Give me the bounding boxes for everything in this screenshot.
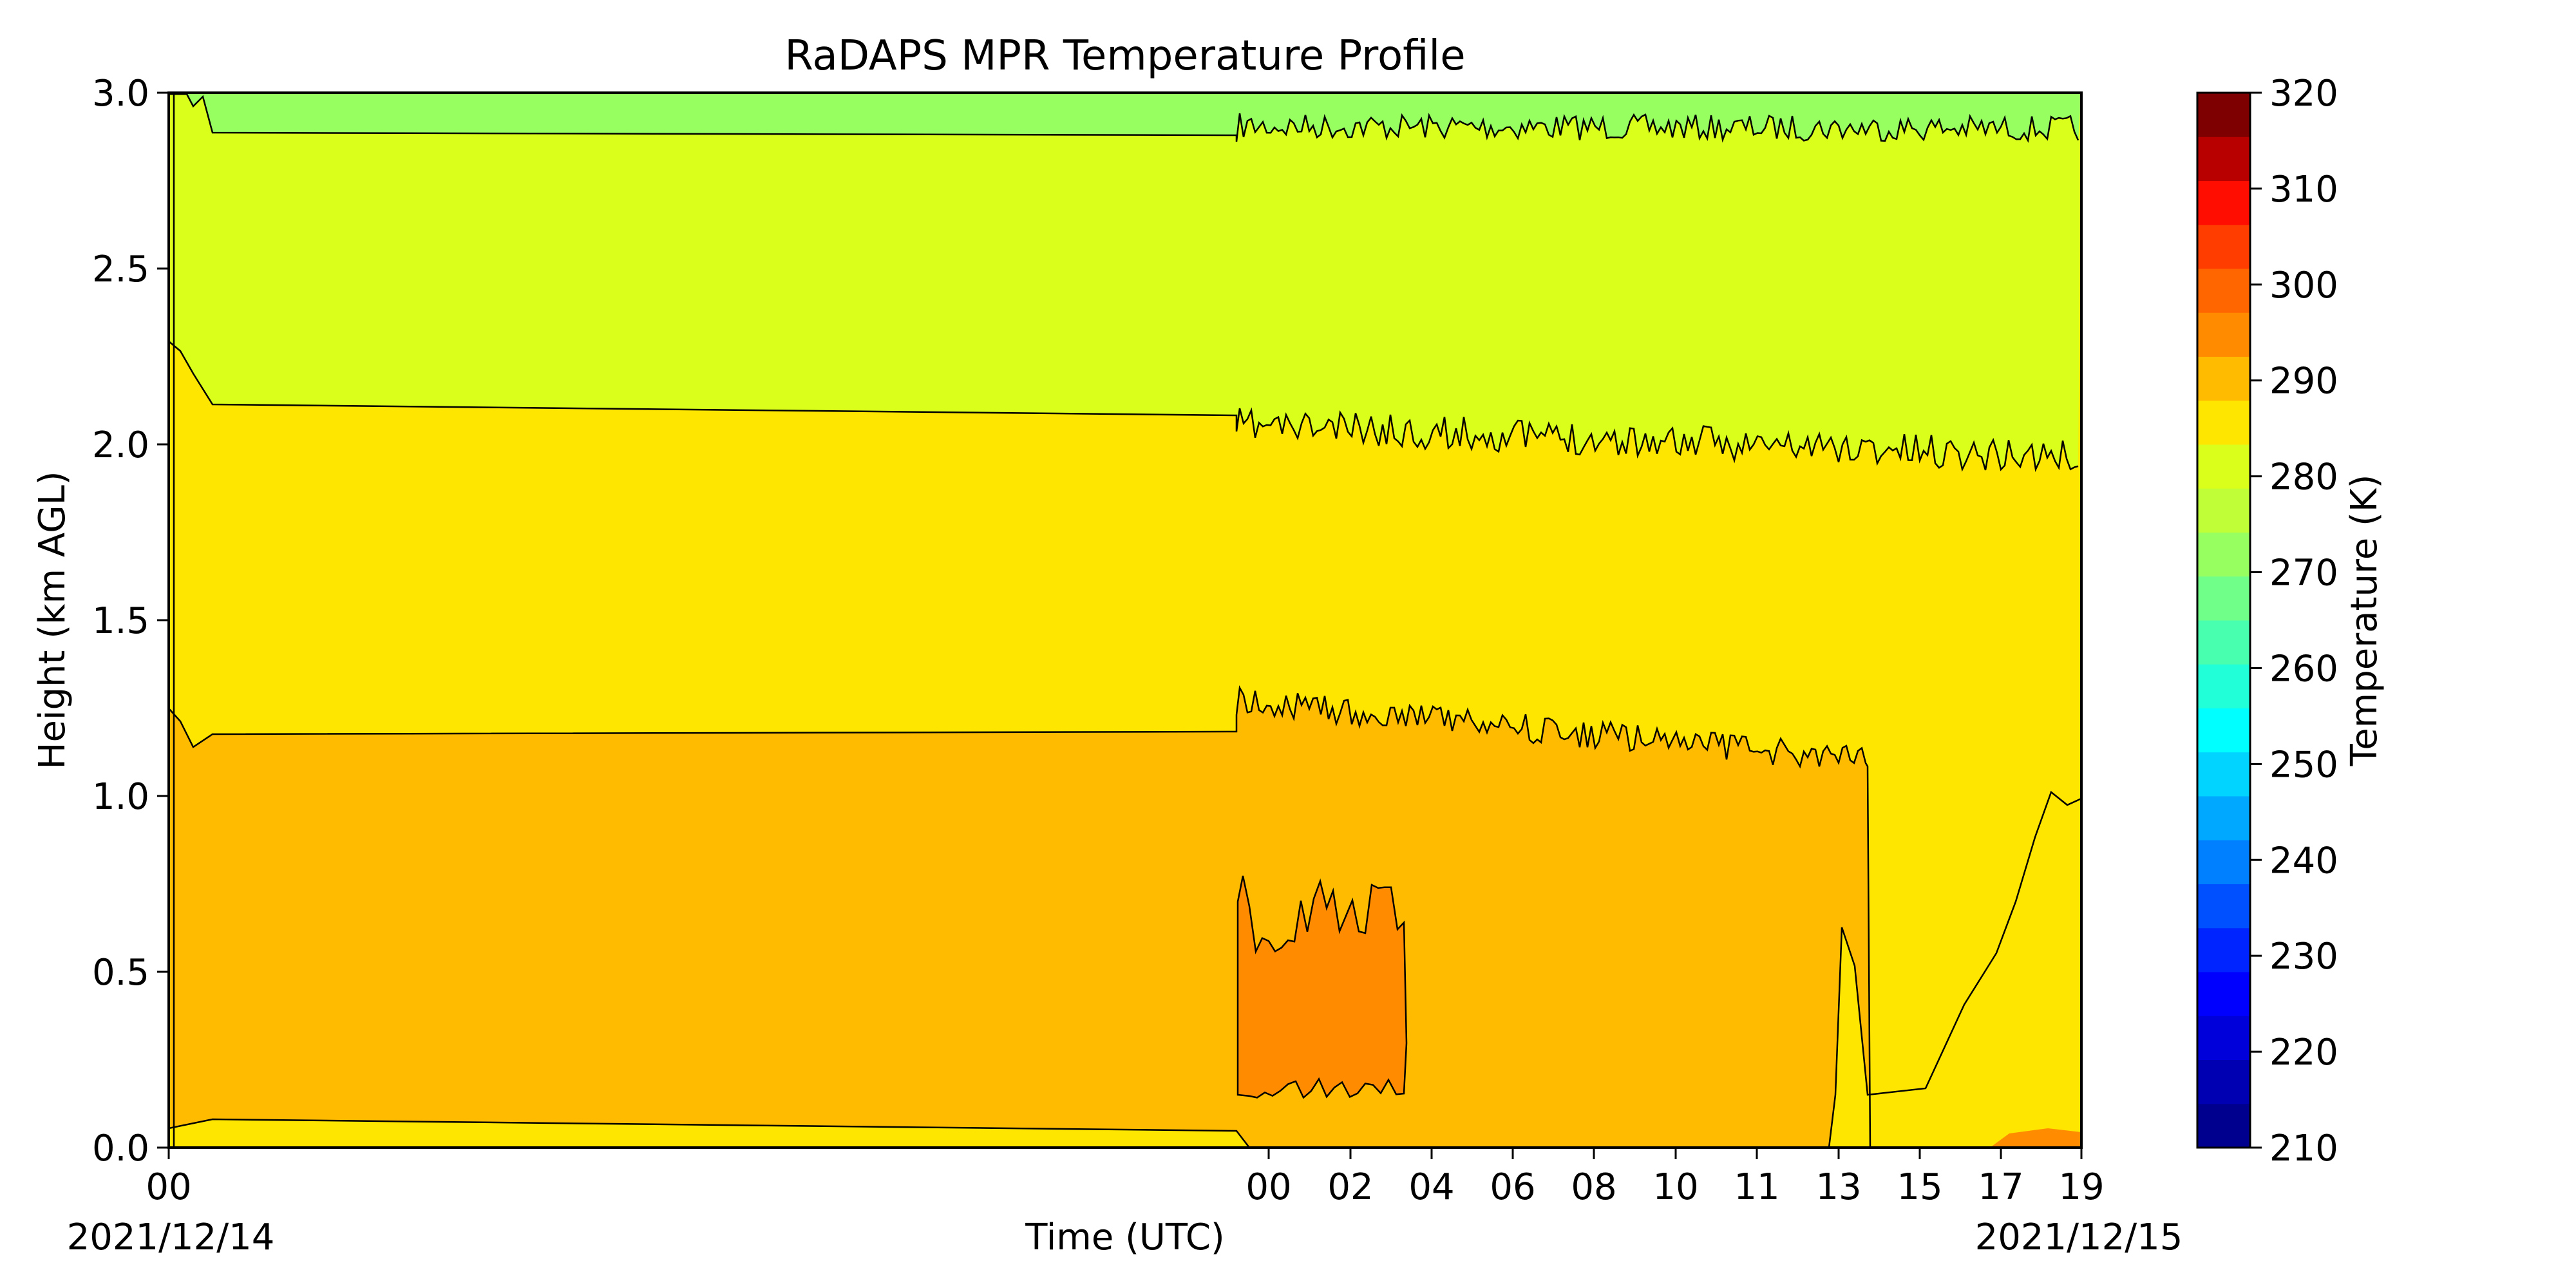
x-tick-label: 02 (1327, 1166, 1373, 1208)
colorbar-swatch (2197, 708, 2250, 753)
x-tick-label: 06 (1490, 1166, 1535, 1208)
colorbar-swatch (2197, 972, 2250, 1016)
colorbar-swatch (2197, 532, 2250, 577)
isotherm-contour (169, 1118, 1250, 1148)
colorbar-swatch (2197, 444, 2250, 489)
x-tick-label: 00 (146, 1166, 191, 1208)
x-tick-label: 13 (1815, 1166, 1861, 1208)
y-tick-label: 1.0 (92, 776, 149, 818)
y-tick-label: 3.0 (92, 73, 149, 115)
x-tick-label: 08 (1571, 1166, 1616, 1208)
colorbar-tick-label: 260 (2269, 648, 2338, 690)
colorbar-tick-label: 270 (2269, 553, 2338, 594)
colorbar-frame (2196, 91, 2251, 1149)
y-tick-label: 0.5 (92, 952, 149, 994)
colorbar-swatch (2197, 93, 2250, 137)
x-tick-label: 17 (1978, 1166, 2023, 1208)
colorbar-swatch (2197, 400, 2250, 445)
colorbar-swatch (2197, 796, 2250, 840)
colorbar-swatch (2197, 488, 2250, 533)
colorbar-tick-label: 210 (2269, 1128, 2338, 1170)
colorbar-tick-label: 230 (2269, 936, 2338, 978)
colorbar-ticks: 210 220 230 240 250 260 270 280 290 300 310 320 (2250, 73, 2338, 1170)
colorbar-swatch (2197, 664, 2250, 708)
colorbar-swatch (2197, 1103, 2250, 1148)
band-285-290-afternoon (1829, 792, 2081, 1148)
x-tick-label: 00 (1245, 1166, 1291, 1208)
end-date-label: 2021/12/15 (1975, 1217, 2183, 1258)
x-axis: 00 00 02 04 06 08 10 11 13 15 17 19 (146, 1148, 2105, 1208)
colorbar-swatch (2197, 620, 2250, 665)
isotherm-contour (1236, 875, 1408, 1099)
colorbar-swatch (2197, 312, 2250, 357)
colorbar-swatch (2197, 752, 2250, 797)
plot-area (169, 93, 2081, 1148)
colorbar-tick-label: 300 (2269, 265, 2338, 307)
contour-lines (169, 93, 2081, 1148)
colorbar-swatch (2197, 1059, 2250, 1104)
isotherm-contour (169, 341, 2079, 472)
y-axis: 0.0 0.5 1.0 1.5 2.0 2.5 3.0 (92, 73, 169, 1170)
band-295-300-evening (1990, 1128, 2081, 1148)
colorbar-swatch (2197, 1016, 2250, 1060)
isotherm-contour (169, 93, 2079, 143)
colorbar-tick-label: 290 (2269, 361, 2338, 402)
colorbar-tick-label: 240 (2269, 840, 2338, 882)
colorbar-tick-label: 280 (2269, 457, 2338, 498)
colorbar-tick-label: 220 (2269, 1032, 2338, 1074)
colorbar-tick-label: 320 (2269, 73, 2338, 115)
x-tick-label: 19 (2058, 1166, 2104, 1208)
chart-title: RaDAPS MPR Temperature Profile (784, 32, 1465, 80)
colorbar-swatch (2197, 137, 2250, 181)
x-tick-label: 04 (1408, 1166, 1454, 1208)
y-axis-label: Height (km AGL) (32, 471, 73, 769)
colorbar-swatch (2197, 356, 2250, 401)
colorbar-swatch (2197, 180, 2250, 225)
colorbar-swatch (2197, 224, 2250, 269)
y-tick-label: 1.5 (92, 600, 149, 642)
band-295-300-morning (1238, 876, 1406, 1098)
isotherm-contour (1828, 790, 2081, 1148)
colorbar-swatch (2197, 269, 2250, 313)
colorbar-swatch (2197, 884, 2250, 929)
x-tick-label: 11 (1734, 1166, 1779, 1208)
colorbar-swatch (2197, 840, 2250, 884)
colorbar (2197, 93, 2250, 1148)
y-tick-label: 0.0 (92, 1128, 149, 1170)
colorbar-swatch (2197, 927, 2250, 972)
x-axis-label: Time (UTC) (1025, 1217, 1225, 1258)
start-date-label: 2021/12/14 (67, 1217, 275, 1258)
x-tick-label: 10 (1653, 1166, 1698, 1208)
band-280-285 (169, 93, 2081, 470)
colorbar-swatch (2197, 576, 2250, 621)
band-285-290-near-surface (169, 1119, 1249, 1148)
band-275-280 (169, 93, 2081, 142)
x-tick-label: 15 (1897, 1166, 1942, 1208)
y-tick-label: 2.0 (92, 424, 149, 466)
colorbar-tick-label: 250 (2269, 744, 2338, 786)
colorbar-tick-label: 310 (2269, 169, 2338, 211)
y-tick-label: 2.5 (92, 249, 149, 290)
colorbar-label: Temperature (K) (2344, 475, 2385, 767)
isotherm-contour (169, 685, 1871, 1148)
